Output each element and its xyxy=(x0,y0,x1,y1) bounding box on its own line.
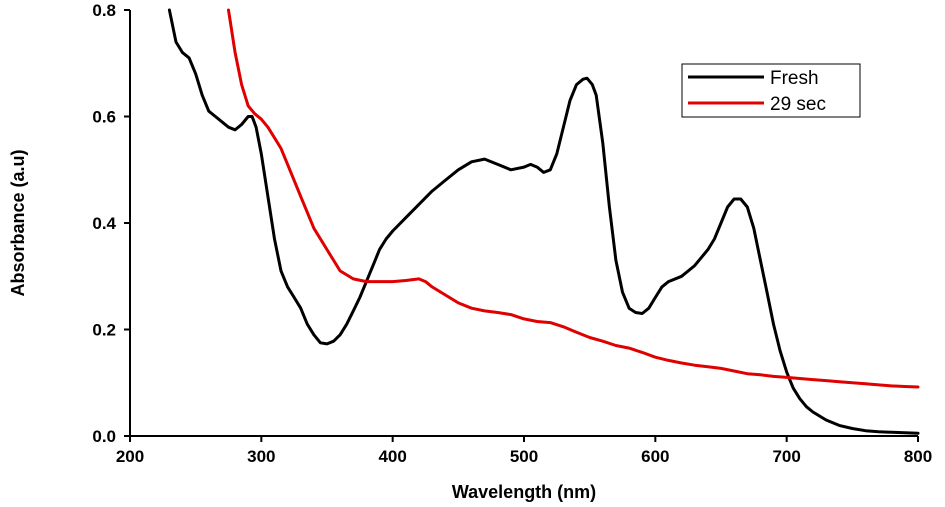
x-tick-label: 300 xyxy=(247,447,275,466)
legend-label-fresh: Fresh xyxy=(770,68,819,89)
x-tick-label: 500 xyxy=(510,447,538,466)
plot-lines xyxy=(167,8,920,435)
x-tick-label: 600 xyxy=(641,447,669,466)
y-axis-ticks: 0.0 0.2 0.4 0.6 0.8 xyxy=(92,1,130,446)
legend-box xyxy=(681,63,861,118)
x-tick-label: 700 xyxy=(772,447,800,466)
series-line-fresh xyxy=(167,8,920,435)
y-tick-label: 0.8 xyxy=(92,1,116,20)
y-tick-label: 0.2 xyxy=(92,321,116,340)
x-tick-label: 800 xyxy=(904,447,932,466)
x-tick-label: 400 xyxy=(378,447,406,466)
x-axis-ticks: 200 300 400 500 600 700 800 xyxy=(116,436,932,466)
y-tick-label: 0.0 xyxy=(92,427,116,446)
x-tick-label: 200 xyxy=(116,447,144,466)
legend: Fresh 29 sec xyxy=(681,63,861,118)
x-axis-title: Wavelength (nm) xyxy=(452,482,596,502)
series-line-29-sec xyxy=(227,8,920,389)
y-axis-title: Absorbance (a.u) xyxy=(8,149,28,296)
y-tick-label: 0.6 xyxy=(92,108,116,127)
y-tick-label: 0.4 xyxy=(92,214,116,233)
legend-label-29-sec: 29 sec xyxy=(770,94,826,115)
